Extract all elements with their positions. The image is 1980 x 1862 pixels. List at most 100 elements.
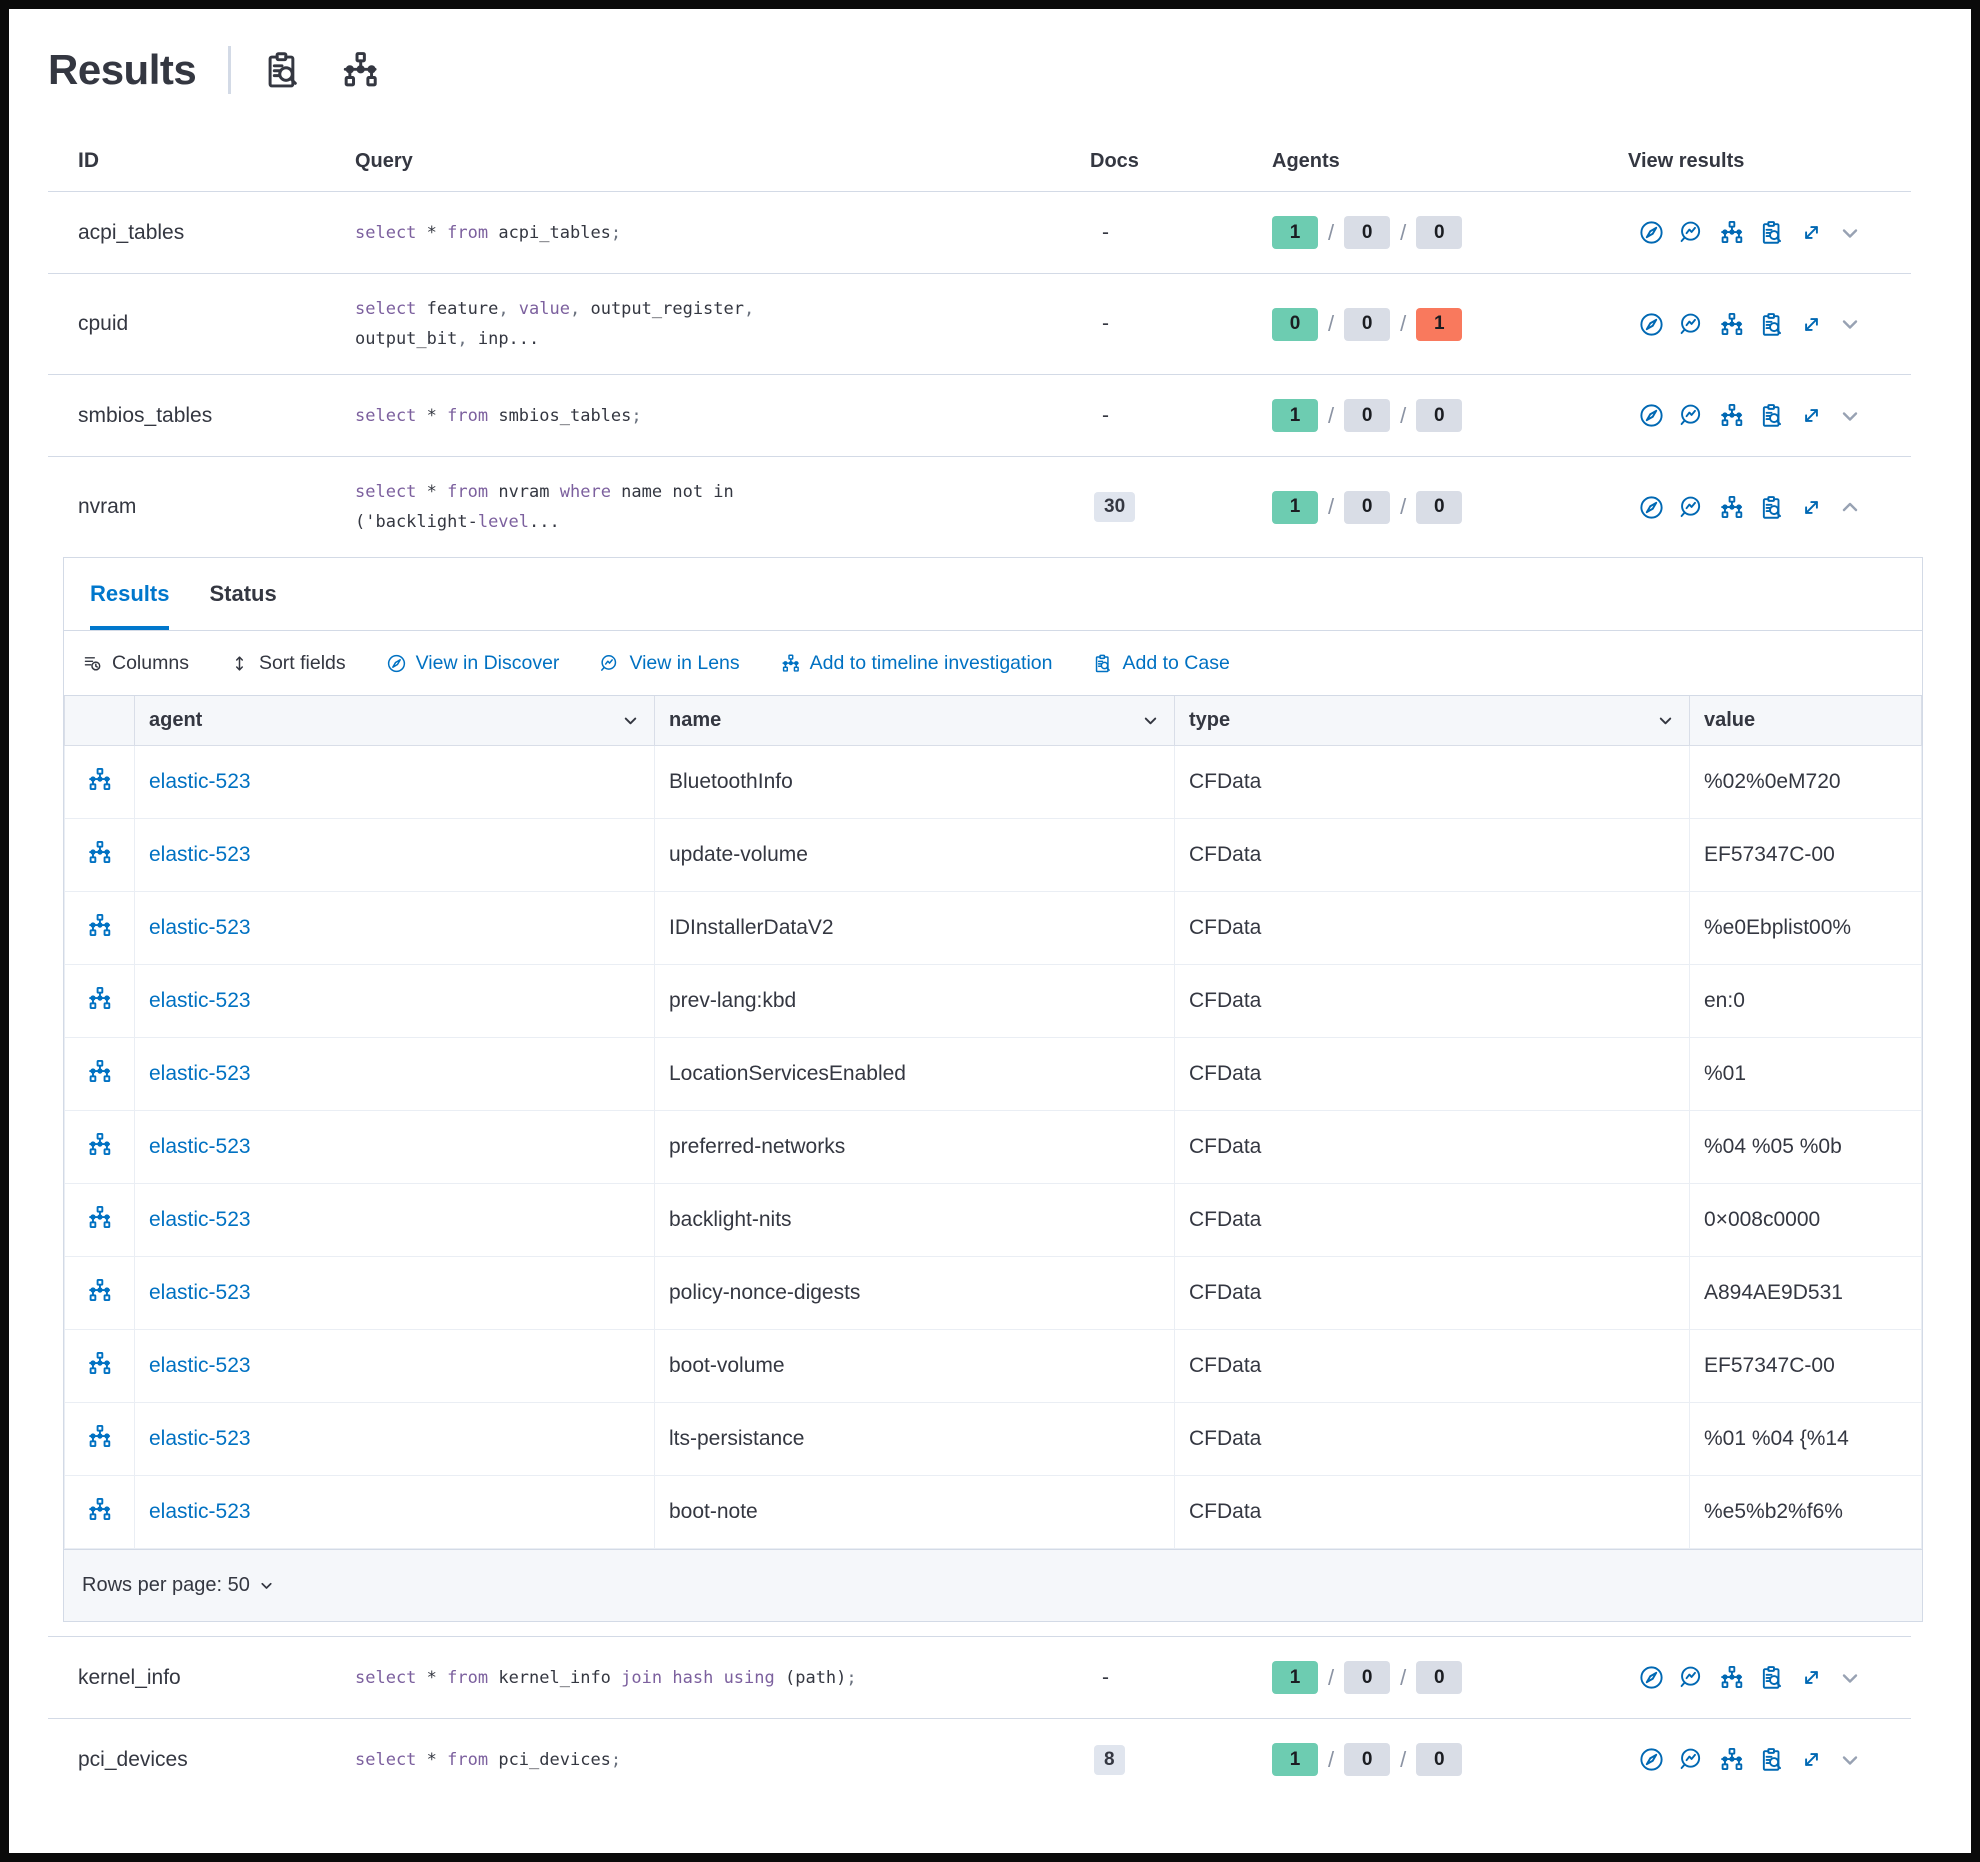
cell-type: CFData [1174, 1183, 1690, 1257]
inspect-results-icon[interactable] [261, 49, 303, 91]
expand-row-icon[interactable] [1838, 221, 1862, 245]
expand-results-icon[interactable] [1798, 311, 1825, 338]
add-to-timeline-icon[interactable] [86, 1204, 113, 1231]
toolbar-columns[interactable]: Columns [82, 652, 189, 675]
add-to-timeline-icon[interactable] [86, 839, 113, 866]
column-header-value[interactable]: value [1689, 696, 1922, 746]
toolbar-view-in-discover[interactable]: View in Discover [386, 652, 559, 675]
agent-link[interactable]: elastic-523 [149, 843, 251, 866]
chevron-down-icon[interactable] [1141, 711, 1160, 730]
add-to-timeline-icon[interactable] [86, 1131, 113, 1158]
add-to-timeline-icon[interactable] [1718, 311, 1745, 338]
add-to-timeline-icon[interactable] [86, 1350, 113, 1377]
column-header-agents: Agents [1272, 149, 1340, 172]
agent-count-badge-green: 1 [1272, 216, 1318, 249]
add-to-case-icon[interactable] [1758, 311, 1785, 338]
add-to-timeline-icon[interactable] [1718, 402, 1745, 429]
timeline-icon [780, 653, 801, 674]
agent-count-badge-gray: 0 [1416, 399, 1463, 432]
view-in-discover-icon[interactable] [1638, 1664, 1665, 1691]
agent-link[interactable]: elastic-523 [149, 1062, 251, 1085]
view-in-lens-icon[interactable] [1678, 219, 1705, 246]
agent-link[interactable]: elastic-523 [149, 1500, 251, 1523]
view-in-lens-icon[interactable] [1678, 402, 1705, 429]
agent-count-badge-gray: 0 [1416, 490, 1463, 524]
cell-agent: elastic-523 [134, 818, 655, 892]
expand-row-icon[interactable] [1838, 1666, 1862, 1690]
toolbar-add-to-timeline-investigation[interactable]: Add to timeline investigation [780, 652, 1052, 675]
rows-per-page-button[interactable]: Rows per page: 50 [82, 1574, 275, 1597]
collapse-row-icon[interactable] [1838, 495, 1862, 519]
expand-results-icon[interactable] [1798, 1664, 1825, 1691]
agent-link[interactable]: elastic-523 [149, 1354, 251, 1377]
add-to-timeline-icon[interactable] [86, 1277, 113, 1304]
agent-link[interactable]: elastic-523 [149, 1427, 251, 1450]
view-in-discover-icon[interactable] [1638, 402, 1665, 429]
view-in-discover-icon[interactable] [1638, 494, 1665, 521]
expand-row-icon[interactable] [1838, 312, 1862, 336]
agent-link[interactable]: elastic-523 [149, 770, 251, 793]
result-row: elastic-523 policy-nonce-digests CFData A89… [64, 1256, 1922, 1330]
column-header-agent[interactable]: agent [134, 696, 655, 746]
expand-results-icon[interactable] [1798, 494, 1825, 521]
view-in-discover-icon[interactable] [1638, 1746, 1665, 1773]
agents-badges: 1 / 0 / 0 [1272, 1661, 1628, 1694]
expand-row-icon[interactable] [1838, 404, 1862, 428]
query-code-text: select * from smbios_tables; [355, 405, 642, 426]
column-header-type[interactable]: type [1174, 696, 1690, 746]
query-id: acpi_tables [78, 220, 185, 244]
expand-row-icon[interactable] [1838, 1748, 1862, 1772]
add-to-timeline-icon[interactable] [86, 1058, 113, 1085]
cell-name: backlight-nits [654, 1183, 1175, 1257]
view-in-discover-icon[interactable] [1638, 311, 1665, 338]
tab-status[interactable]: Status [209, 581, 277, 606]
docs-count: - [1090, 312, 1272, 336]
column-header-name[interactable]: name [654, 696, 1175, 746]
view-in-lens-icon[interactable] [1678, 1664, 1705, 1691]
tab-results[interactable]: Results [90, 558, 170, 630]
agent-link[interactable]: elastic-523 [149, 989, 251, 1012]
add-to-timeline-icon[interactable] [1718, 219, 1745, 246]
query-row-pci_devices: pci_devices select * from pci_devices; 8 1 /… [48, 1718, 1911, 1800]
query-id: nvram [78, 495, 137, 518]
view-in-lens-icon[interactable] [1678, 1746, 1705, 1773]
expand-results-icon[interactable] [1798, 1746, 1825, 1773]
chevron-down-icon[interactable] [621, 711, 640, 730]
add-to-timeline-icon[interactable] [86, 1423, 113, 1450]
discover-icon [386, 653, 407, 674]
add-to-case-icon[interactable] [1758, 494, 1785, 521]
result-row-actions [64, 1037, 135, 1111]
view-in-lens-icon[interactable] [1678, 311, 1705, 338]
cell-value: %01 %04 {%14 [1689, 1402, 1922, 1476]
add-to-timeline-icon[interactable] [86, 985, 113, 1012]
view-results-icons [1628, 311, 1911, 338]
cell-type: CFData [1174, 1329, 1690, 1403]
agent-link[interactable]: elastic-523 [149, 1208, 251, 1231]
add-to-timeline-icon[interactable] [1718, 1664, 1745, 1691]
toolbar-add-to-case[interactable]: Add to Case [1092, 652, 1230, 675]
add-to-case-icon[interactable] [1758, 219, 1785, 246]
add-to-timeline-icon[interactable] [86, 766, 113, 793]
toolbar-sort-fields[interactable]: Sort fields [229, 652, 346, 675]
add-to-timeline-icon[interactable] [1718, 494, 1745, 521]
add-to-case-icon[interactable] [1758, 402, 1785, 429]
agent-link[interactable]: elastic-523 [149, 1281, 251, 1304]
results-data-grid: agent name type value elastic-523 Bluetoo… [64, 696, 1922, 1549]
add-to-timeline-icon[interactable] [86, 912, 113, 939]
toolbar-view-in-lens[interactable]: View in Lens [599, 652, 740, 675]
view-in-discover-icon[interactable] [1638, 219, 1665, 246]
add-to-case-icon[interactable] [1758, 1664, 1785, 1691]
chevron-down-icon[interactable] [1656, 711, 1675, 730]
agent-link[interactable]: elastic-523 [149, 1135, 251, 1158]
agents-separator: / [1328, 402, 1335, 428]
add-to-timeline-icon[interactable] [86, 1496, 113, 1523]
expand-results-icon[interactable] [1798, 402, 1825, 429]
agent-link[interactable]: elastic-523 [149, 916, 251, 939]
add-to-timeline-icon[interactable] [1718, 1746, 1745, 1773]
cell-name: LocationServicesEnabled [654, 1037, 1175, 1111]
expand-results-icon[interactable] [1798, 219, 1825, 246]
view-in-lens-icon[interactable] [1678, 494, 1705, 521]
add-to-case-icon[interactable] [1758, 1746, 1785, 1773]
timeline-icon[interactable] [339, 49, 381, 91]
cell-value: EF57347C-00 [1689, 1329, 1922, 1403]
